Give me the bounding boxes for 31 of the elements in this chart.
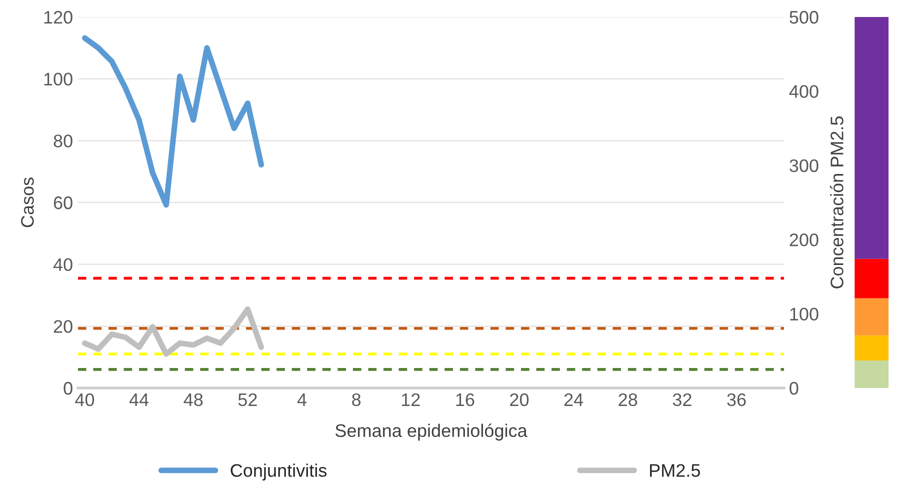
y-tick-label: 0	[64, 382, 72, 395]
y-axis-title: Casos	[21, 178, 34, 228]
y-tick-label: 40	[53, 258, 72, 272]
x-tick-label: 32	[672, 393, 692, 406]
y-tick-label: 60	[54, 196, 72, 210]
x-tick-label: 4	[297, 394, 306, 406]
x-tick-label: 48	[184, 393, 203, 406]
x-tick-label: 16	[456, 393, 474, 406]
y2-tick-label: 500	[790, 10, 818, 24]
y2-tick-label: 300	[790, 159, 818, 172]
y-tick-label: 80	[54, 134, 72, 148]
x-tick-label: 44	[129, 394, 149, 406]
y2-axis-title: Concentración PM2.5	[830, 116, 844, 288]
y2-tick-label: 100	[790, 308, 818, 321]
y-tick-label: 20	[54, 320, 72, 333]
x-axis-title: Semana epidemiológica	[335, 424, 528, 441]
x-tick-label: 36	[727, 393, 746, 406]
x-tick-label: 12	[402, 393, 420, 406]
y-tick-label: 120	[44, 10, 72, 24]
x-tick-label: 52	[238, 393, 257, 406]
y2-tick-label: 200	[790, 234, 818, 246]
y2-tick-label: 0	[790, 382, 798, 395]
x-tick-label: 40	[75, 393, 94, 406]
x-tick-label: 24	[564, 393, 584, 406]
x-tick-label: 8	[352, 393, 361, 406]
y-tick-label: 100	[44, 72, 72, 86]
x-tick-label: 28	[618, 393, 638, 406]
legend-label: Conjuntivitis	[230, 464, 327, 480]
y2-tick-label: 400	[789, 85, 818, 98]
legend-label: PM2.5	[650, 464, 700, 477]
x-tick-label: 20	[510, 393, 529, 406]
